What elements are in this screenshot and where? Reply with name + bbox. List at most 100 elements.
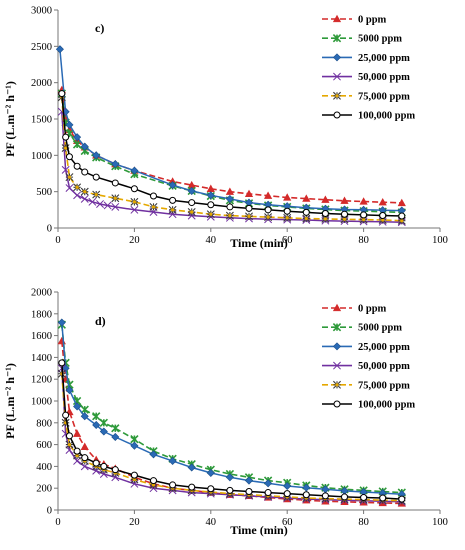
data-point xyxy=(206,191,215,200)
data-point xyxy=(171,208,175,212)
data-point xyxy=(321,195,330,203)
data-point xyxy=(360,493,368,501)
y-tick-label: 1600 xyxy=(31,331,52,342)
legend-entry: 5000 ppm xyxy=(358,34,402,45)
data-point xyxy=(151,483,156,487)
data-point xyxy=(150,477,157,485)
data-point xyxy=(80,142,89,151)
data-point xyxy=(187,463,196,472)
series-0 xyxy=(57,336,406,507)
data-point xyxy=(188,483,196,491)
data-point xyxy=(187,211,196,220)
data-point xyxy=(57,318,66,327)
data-point xyxy=(92,420,101,430)
data-point xyxy=(168,181,177,190)
legend-marker xyxy=(332,342,342,351)
y-tick-label: 1800 xyxy=(31,309,52,320)
data-point xyxy=(169,196,177,204)
legend-entry: 100,000 ppm xyxy=(358,400,415,411)
data-point xyxy=(245,487,253,495)
data-point xyxy=(206,468,215,477)
data-point xyxy=(379,494,387,502)
panel-label: c) xyxy=(95,21,104,35)
x-tick-label: 0 xyxy=(55,235,60,246)
data-point xyxy=(187,186,196,195)
data-point xyxy=(340,196,349,204)
legend-entry: 0 ppm xyxy=(358,15,387,26)
y-tick-label: 0 xyxy=(47,224,52,235)
data-point xyxy=(302,194,311,202)
x-tick-label: 20 xyxy=(129,235,140,246)
data-point xyxy=(132,477,136,482)
data-point xyxy=(92,151,101,160)
data-point xyxy=(65,432,73,440)
data-point xyxy=(188,199,196,207)
legend-marker xyxy=(332,323,342,332)
data-point xyxy=(62,411,70,419)
data-point xyxy=(321,492,329,500)
data-point xyxy=(263,191,273,199)
data-point xyxy=(207,201,215,209)
data-point xyxy=(113,196,117,200)
data-point xyxy=(81,168,89,176)
data-point xyxy=(283,207,291,215)
data-point xyxy=(88,197,97,206)
x-axis-label: Time (min) xyxy=(230,236,287,250)
data-point xyxy=(247,214,251,218)
data-point xyxy=(73,191,82,200)
data-point xyxy=(111,179,119,187)
y-tick-label: 1200 xyxy=(31,375,52,386)
data-point xyxy=(209,212,213,216)
legend-entry: 75,000 ppm xyxy=(358,380,410,391)
y-tick-label: 400 xyxy=(36,462,52,473)
data-point xyxy=(266,215,270,219)
data-point xyxy=(228,214,232,218)
data-point xyxy=(130,166,139,175)
panel-label: d) xyxy=(95,314,106,328)
series-line xyxy=(61,89,402,204)
data-point xyxy=(65,120,74,129)
data-point xyxy=(400,219,404,223)
y-tick-label: 2000 xyxy=(31,78,52,89)
legend-entry: 0 ppm xyxy=(358,304,387,315)
data-point xyxy=(132,200,136,204)
data-point xyxy=(111,160,120,169)
data-point xyxy=(73,447,81,455)
data-point xyxy=(75,453,79,458)
data-point xyxy=(283,193,292,201)
data-point xyxy=(283,481,292,491)
data-point xyxy=(83,190,87,194)
legend-entry: 50,000 ppm xyxy=(358,361,410,372)
data-point xyxy=(111,202,120,211)
y-tick-label: 3000 xyxy=(31,6,52,17)
legend-marker xyxy=(333,400,341,408)
data-point xyxy=(111,424,120,433)
x-tick-label: 40 xyxy=(206,235,217,246)
data-point xyxy=(75,185,79,189)
data-point xyxy=(321,209,329,217)
data-point xyxy=(225,194,234,203)
data-point xyxy=(190,210,194,214)
data-point xyxy=(302,491,310,499)
legend: 0 ppm 5000 ppm 25,000 ppm 50,000 ppm 75,000 … xyxy=(322,304,415,411)
data-point xyxy=(73,133,82,142)
data-point xyxy=(168,456,177,465)
data-point xyxy=(73,402,82,411)
data-point xyxy=(80,194,89,203)
y-tick-label: 2500 xyxy=(31,42,52,53)
series-2 xyxy=(55,45,406,215)
data-point xyxy=(58,359,66,367)
data-point xyxy=(81,454,89,462)
y-tick-label: 2000 xyxy=(31,288,52,299)
data-point xyxy=(96,200,104,208)
data-point xyxy=(94,192,98,197)
y-tick-label: 1000 xyxy=(31,397,52,408)
y-tick-label: 200 xyxy=(36,484,52,495)
data-point xyxy=(379,212,387,220)
series-line xyxy=(59,49,402,212)
data-point xyxy=(169,481,177,489)
data-point xyxy=(58,90,66,98)
data-point xyxy=(302,208,310,216)
data-point xyxy=(99,427,108,436)
data-point xyxy=(359,197,368,205)
